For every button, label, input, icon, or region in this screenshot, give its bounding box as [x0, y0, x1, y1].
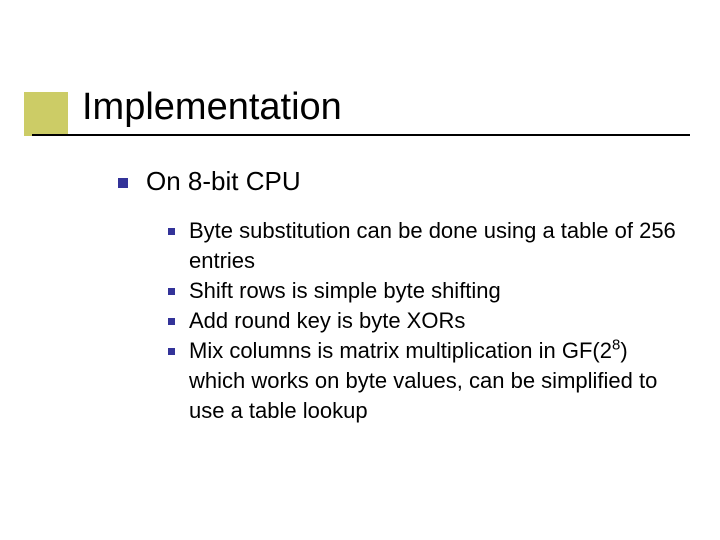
- list-item: Add round key is byte XORs: [168, 306, 678, 336]
- title-underline: [32, 134, 690, 136]
- square-bullet-icon: [168, 228, 175, 235]
- list-item-text: Byte substitution can be done using a ta…: [189, 216, 678, 276]
- square-bullet-icon: [168, 288, 175, 295]
- square-bullet-icon: [118, 178, 128, 188]
- square-bullet-icon: [168, 318, 175, 325]
- list-item: Byte substitution can be done using a ta…: [168, 216, 678, 276]
- square-bullet-icon: [168, 348, 175, 355]
- accent-square: [24, 92, 68, 136]
- bullet-level2-list: Byte substitution can be done using a ta…: [168, 216, 678, 426]
- slide-title: Implementation: [82, 86, 342, 129]
- slide: Implementation On 8-bit CPU Byte substit…: [0, 0, 720, 540]
- list-item-text: Mix columns is matrix multiplication in …: [189, 336, 678, 426]
- bullet-level1: On 8-bit CPU: [118, 166, 301, 197]
- list-item: Shift rows is simple byte shifting: [168, 276, 678, 306]
- list-item-text: Shift rows is simple byte shifting: [189, 276, 501, 306]
- list-item-text: Add round key is byte XORs: [189, 306, 465, 336]
- list-item: Mix columns is matrix multiplication in …: [168, 336, 678, 426]
- level1-text: On 8-bit CPU: [146, 166, 301, 197]
